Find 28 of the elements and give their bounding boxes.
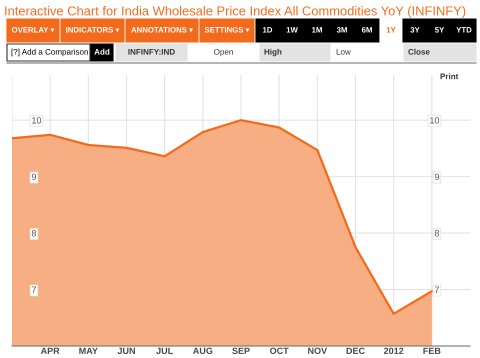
y-tick-label: 10	[32, 117, 42, 124]
x-tick-label: AUG	[193, 348, 212, 354]
text: Open	[214, 48, 233, 56]
y-tick-label: 8	[32, 230, 36, 236]
text: High	[264, 48, 282, 56]
y2-tick-label: 9	[434, 174, 440, 180]
y2-tick-label: 10	[430, 117, 440, 124]
text: Close	[408, 48, 430, 55]
y2-tick-label: 7	[434, 286, 439, 293]
chart-title: Interactive Chart for India Wholesale Price Index All Commodities YoY (INFINFY)	[5, 6, 466, 18]
text: [?] Add a Comparison	[12, 48, 88, 56]
text: Low	[336, 49, 351, 55]
x-tick-label: JUL	[156, 348, 173, 354]
y-tick-label: 9	[32, 174, 36, 180]
x-tick-label: FEB	[423, 348, 440, 354]
x-tick-label: 2012	[384, 348, 404, 354]
x-tick-label: DEC	[346, 348, 365, 354]
text: INFINFY:IND	[128, 49, 175, 55]
x-tick-label: JUN	[118, 348, 135, 354]
y2-tick-label: 8	[434, 230, 440, 236]
x-tick-label: APR	[40, 348, 60, 354]
x-tick-label: SEP	[232, 348, 250, 354]
annotation: Print	[440, 73, 458, 80]
x-tick-label: OCT	[270, 348, 289, 354]
text: Add	[94, 48, 110, 55]
y-tick-label: 7	[32, 286, 36, 293]
x-tick-label: NOV	[308, 348, 328, 354]
x-tick-label: MAY	[79, 348, 98, 354]
